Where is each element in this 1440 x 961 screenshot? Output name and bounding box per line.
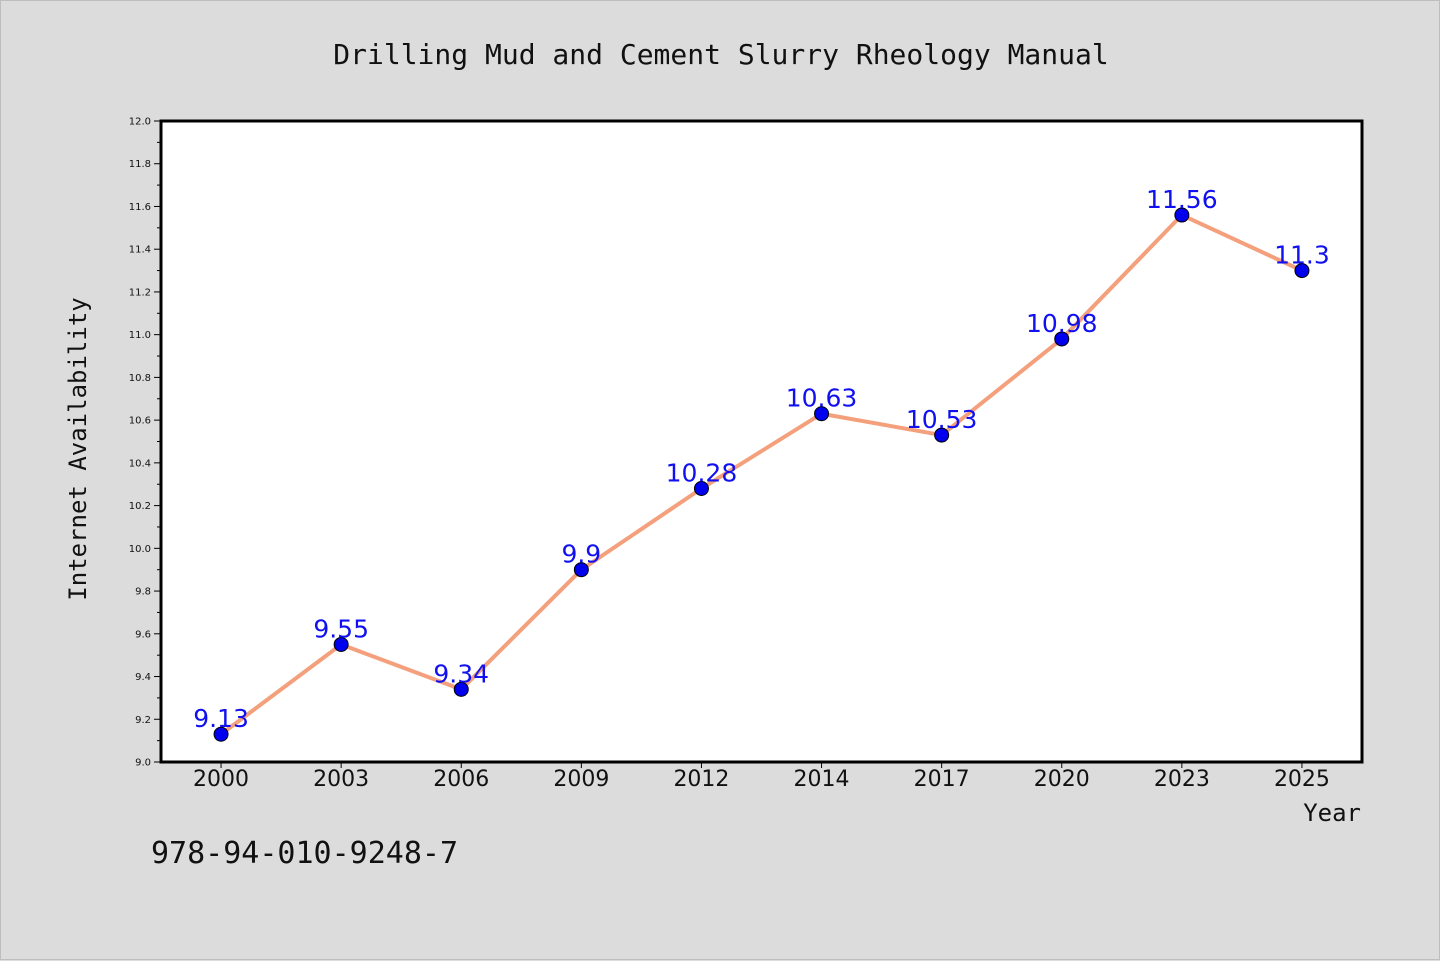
data-label: 11.56 xyxy=(1146,185,1218,214)
data-point xyxy=(1294,263,1310,279)
data-label: 9.13 xyxy=(193,704,249,733)
data-point xyxy=(333,636,349,652)
x-tick-label: 2023 xyxy=(1154,767,1210,792)
data-label: 11.3 xyxy=(1274,241,1330,270)
x-tick-label: 2009 xyxy=(553,767,609,792)
y-tick-label: 11.8 xyxy=(129,159,151,170)
data-label: 10.98 xyxy=(1026,309,1098,338)
x-tick-label: 2003 xyxy=(313,767,369,792)
y-tick-label: 10.4 xyxy=(129,458,151,469)
y-tick-label: 9.2 xyxy=(135,715,151,726)
data-point xyxy=(693,481,709,497)
x-tick-label: 2025 xyxy=(1274,767,1330,792)
y-tick-label: 10.8 xyxy=(129,373,151,384)
y-tick-label: 11.4 xyxy=(129,245,151,256)
data-label: 10.28 xyxy=(666,459,738,488)
y-tick-label: 12.0 xyxy=(129,117,151,128)
data-label: 9.55 xyxy=(313,614,369,643)
y-axis: 9.0 9.2 9.4 9.6 9.8 10.0 10.2 10.4 10.6 10.8 11.0 1… xyxy=(129,117,161,769)
y-tick-label: 9.0 xyxy=(135,758,151,769)
y-tick-label: 9.4 xyxy=(135,672,151,683)
x-tick-label: 2014 xyxy=(794,767,850,792)
data-label: 10.63 xyxy=(786,384,858,413)
series-layer xyxy=(213,207,1310,742)
y-tick-label: 10.2 xyxy=(129,501,151,512)
y-tick-label: 10.0 xyxy=(129,544,151,555)
data-label: 9.34 xyxy=(433,659,489,688)
data-point xyxy=(934,427,950,443)
data-point xyxy=(453,681,469,697)
x-tick-label: 2020 xyxy=(1034,767,1090,792)
data-point xyxy=(1054,331,1070,347)
plot-area xyxy=(159,119,1364,764)
data-label: 10.53 xyxy=(906,405,978,434)
x-tick-label: 2017 xyxy=(914,767,970,792)
data-labels: 9.13 9.55 9.34 9.9 10.28 10.63 10.53 10.98 11.56… xyxy=(193,185,1330,733)
series-line xyxy=(219,213,1304,737)
data-point xyxy=(814,406,830,422)
isbn-code: 978-94-010-9248-7 xyxy=(151,836,459,871)
y-tick-label: 11.0 xyxy=(129,330,151,341)
y-axis-title: Internet Availability xyxy=(64,297,92,600)
y-tick-label: 10.6 xyxy=(129,416,151,427)
data-point xyxy=(573,562,589,578)
x-tick-label: 2012 xyxy=(673,767,729,792)
y-tick-label: 11.2 xyxy=(129,287,151,298)
chart-title: Drilling Mud and Cement Slurry Rheology … xyxy=(333,38,1108,71)
x-tick-label: 2006 xyxy=(433,767,489,792)
x-tick-label: 2000 xyxy=(193,767,249,792)
data-label: 9.9 xyxy=(561,540,601,569)
data-point xyxy=(213,726,229,742)
y-tick-label: 11.6 xyxy=(129,202,151,213)
y-tick-label: 9.6 xyxy=(135,629,151,640)
x-axis-title: Year xyxy=(1303,799,1361,827)
data-point xyxy=(1174,207,1190,223)
x-axis: 2000 2003 2006 2009 2012 2014 2017 2020 2023 2025 xyxy=(193,762,1330,792)
y-tick-label: 9.8 xyxy=(135,587,151,598)
